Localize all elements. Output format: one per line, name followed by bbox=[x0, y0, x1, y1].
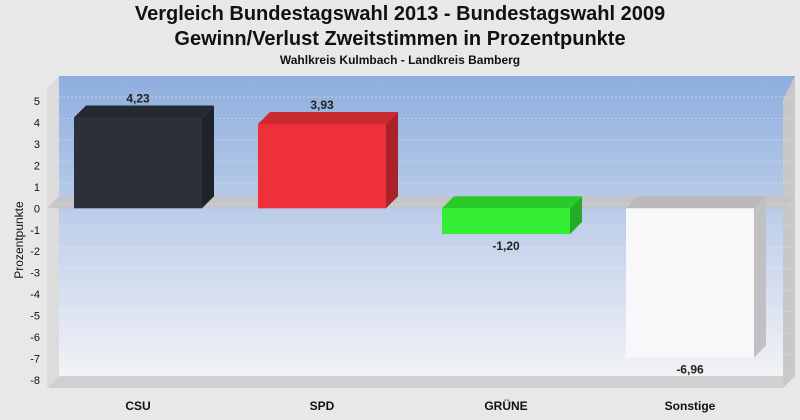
zero-plane bbox=[47, 196, 795, 209]
bar-top bbox=[442, 196, 582, 209]
bars bbox=[74, 105, 766, 358]
data-labels: 4,23 3,93 -1,20 -6,96 bbox=[126, 92, 704, 377]
x-tick-label: CSU bbox=[125, 399, 150, 413]
chart-region-subtitle: Wahlkreis Kulmbach - Landkreis Bamberg bbox=[279, 53, 521, 67]
data-label: 4,23 bbox=[126, 92, 150, 106]
plot-left-wall bbox=[47, 76, 59, 388]
bar-front bbox=[626, 208, 754, 358]
x-tick-label: GRÜNE bbox=[484, 398, 527, 413]
y-tick-label: -6 bbox=[30, 332, 40, 344]
bar-front bbox=[258, 123, 386, 209]
y-tick-label: -4 bbox=[30, 289, 40, 301]
bar-side bbox=[754, 196, 766, 358]
y-tick-label: 3 bbox=[34, 139, 40, 151]
x-tick-label: Sonstige bbox=[665, 399, 716, 413]
y-tick-label: -7 bbox=[30, 354, 40, 366]
bar-front bbox=[74, 117, 202, 209]
bar-top bbox=[258, 111, 398, 124]
y-tick-label: 5 bbox=[34, 96, 40, 108]
bar-top bbox=[74, 105, 214, 118]
y-tick-label: -5 bbox=[30, 311, 40, 323]
bar-csu bbox=[74, 105, 214, 209]
y-tick-label: 4 bbox=[34, 117, 40, 129]
bar-side bbox=[386, 111, 398, 209]
y-tick-label: -2 bbox=[30, 246, 40, 258]
y-tick-label: 2 bbox=[34, 160, 40, 172]
x-axis-categories: CSU SPD GRÜNE Sonstige bbox=[125, 398, 715, 413]
bar-grüne bbox=[442, 196, 582, 235]
plot-right-edge bbox=[783, 76, 795, 388]
bar-spd bbox=[258, 111, 398, 209]
x-tick-label: SPD bbox=[310, 399, 335, 413]
y-tick-label: 0 bbox=[34, 203, 40, 215]
bar-front bbox=[442, 208, 570, 235]
bar-side bbox=[570, 196, 582, 235]
y-tick-label: -8 bbox=[30, 375, 40, 387]
data-label: 3,93 bbox=[310, 98, 334, 112]
chart-subtitle: Gewinn/Verlust Zweitstimmen in Prozentpu… bbox=[174, 28, 626, 50]
y-tick-label: 1 bbox=[34, 182, 40, 194]
data-label: -6,96 bbox=[676, 363, 704, 377]
chart-title: Vergleich Bundestagswahl 2013 - Bundesta… bbox=[134, 3, 666, 25]
plot-floor bbox=[47, 376, 795, 388]
data-label: -1,20 bbox=[492, 239, 520, 253]
bar-top bbox=[626, 196, 766, 209]
y-tick-label: -1 bbox=[30, 225, 40, 237]
y-tick-label: -3 bbox=[30, 268, 40, 280]
bar-sonstige bbox=[626, 196, 766, 358]
bar-side bbox=[202, 105, 214, 209]
